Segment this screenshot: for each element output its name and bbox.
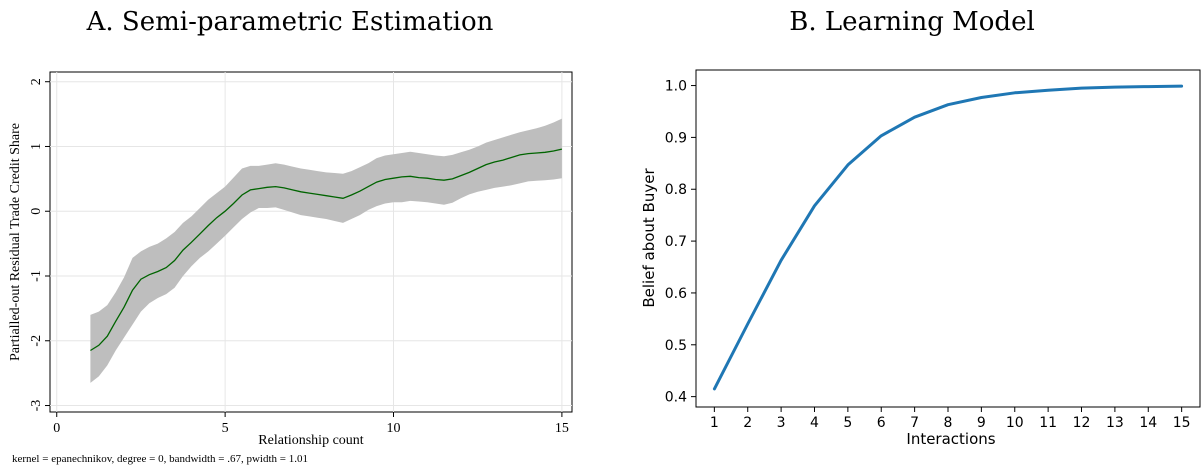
panel-a-y-axis-label: Partialled-out Residual Trade Credit Sha…: [8, 123, 23, 361]
panel-b-x-tick-label: 13: [1106, 415, 1124, 431]
panel-b-x-tick-label: 14: [1139, 415, 1157, 431]
panel-b-y-tick-label: 0.9: [665, 130, 687, 146]
panel-a-x-tick-label: 10: [387, 421, 401, 436]
panel-a-plot-area: [49, 71, 573, 413]
panel-a-x-axis: 0 5 10 15: [53, 412, 569, 436]
panel-b-y-axis: 0.4 0.5 0.6 0.7 0.8 0.9 1.0: [665, 79, 696, 406]
panel-a-y-tick-label: -3: [29, 400, 44, 412]
panel-a-title: A. Semi-parametric Estimation: [86, 7, 494, 37]
panel-a-semiparametric-chart: A. Semi-parametric Estimation 0 5 10 15 -3-…: [8, 7, 573, 465]
panel-a-estimate-line: [90, 148, 563, 352]
panel-b-x-tick-label: 2: [743, 415, 752, 431]
panel-a-y-axis: -3 -2 -1 0 1 2: [29, 78, 50, 411]
panel-b-belief-line: [712, 84, 1184, 391]
panel-a-y-tick-label: -1: [29, 270, 44, 282]
panel-a-x-tick-label: 0: [53, 421, 60, 436]
panel-b-belief-curve: [712, 84, 1184, 391]
panel-b-y-tick-label: 0.7: [665, 234, 687, 250]
panel-b-title: B. Learning Model: [789, 7, 1035, 37]
panel-b-x-tick-label: 6: [877, 415, 886, 431]
panel-b-x-tick-label: 7: [910, 415, 919, 431]
panel-a-confidence-band-area: [90, 118, 562, 383]
panel-b-y-tick-label: 0.4: [665, 390, 687, 406]
panel-a-x-axis-label: Relationship count: [258, 433, 363, 448]
panel-a-estimate-curve: [90, 148, 563, 352]
panel-b-plot-area: [695, 69, 1201, 408]
panel-b-y-tick-label: 0.8: [665, 182, 687, 198]
panel-b-x-tick-label: 8: [944, 415, 953, 431]
panel-b-x-tick-label: 15: [1173, 415, 1191, 431]
panel-b-x-tick-label: 9: [977, 415, 986, 431]
panel-b-x-tick-label: 5: [843, 415, 852, 431]
panel-a-x-tick-label: 15: [555, 421, 569, 436]
panel-a-kernel-note: kernel = epanechnikov, degree = 0, bandw…: [12, 453, 308, 465]
panel-b-y-tick-label: 0.5: [665, 338, 687, 354]
panel-b-x-tick-label: 4: [810, 415, 819, 431]
panel-b-x-axis: 1 2 3 4 5 6 7 8 9 10 11 12 13 14 15: [710, 407, 1191, 431]
panel-a-y-tick-label: 1: [29, 143, 44, 150]
panel-b-x-tick-label: 12: [1073, 415, 1091, 431]
panel-b-x-axis-label: Interactions: [906, 430, 995, 448]
panel-b-x-tick-label: 10: [1006, 415, 1024, 431]
panel-a-confidence-band: [90, 118, 562, 383]
panel-b-y-tick-label: 1.0: [665, 79, 687, 95]
panel-a-x-tick-label: 5: [222, 421, 229, 436]
panel-b-x-tick-label: 11: [1039, 415, 1057, 431]
panel-a-y-tick-label: 2: [29, 78, 44, 85]
panel-a-y-tick-label: -2: [29, 335, 44, 347]
panel-b-y-tick-label: 0.6: [665, 286, 687, 302]
panel-b-learning-model-chart: B. Learning Model 1 2 3 4 5 6 7 8 9 10 11 12 13 14 15 …: [640, 7, 1201, 448]
panel-b-y-axis-label: Belief about Buyer: [640, 168, 658, 308]
panel-b-x-tick-label: 1: [710, 415, 719, 431]
panel-b-x-tick-label: 3: [777, 415, 786, 431]
panel-a-y-tick-label: 0: [29, 208, 44, 215]
